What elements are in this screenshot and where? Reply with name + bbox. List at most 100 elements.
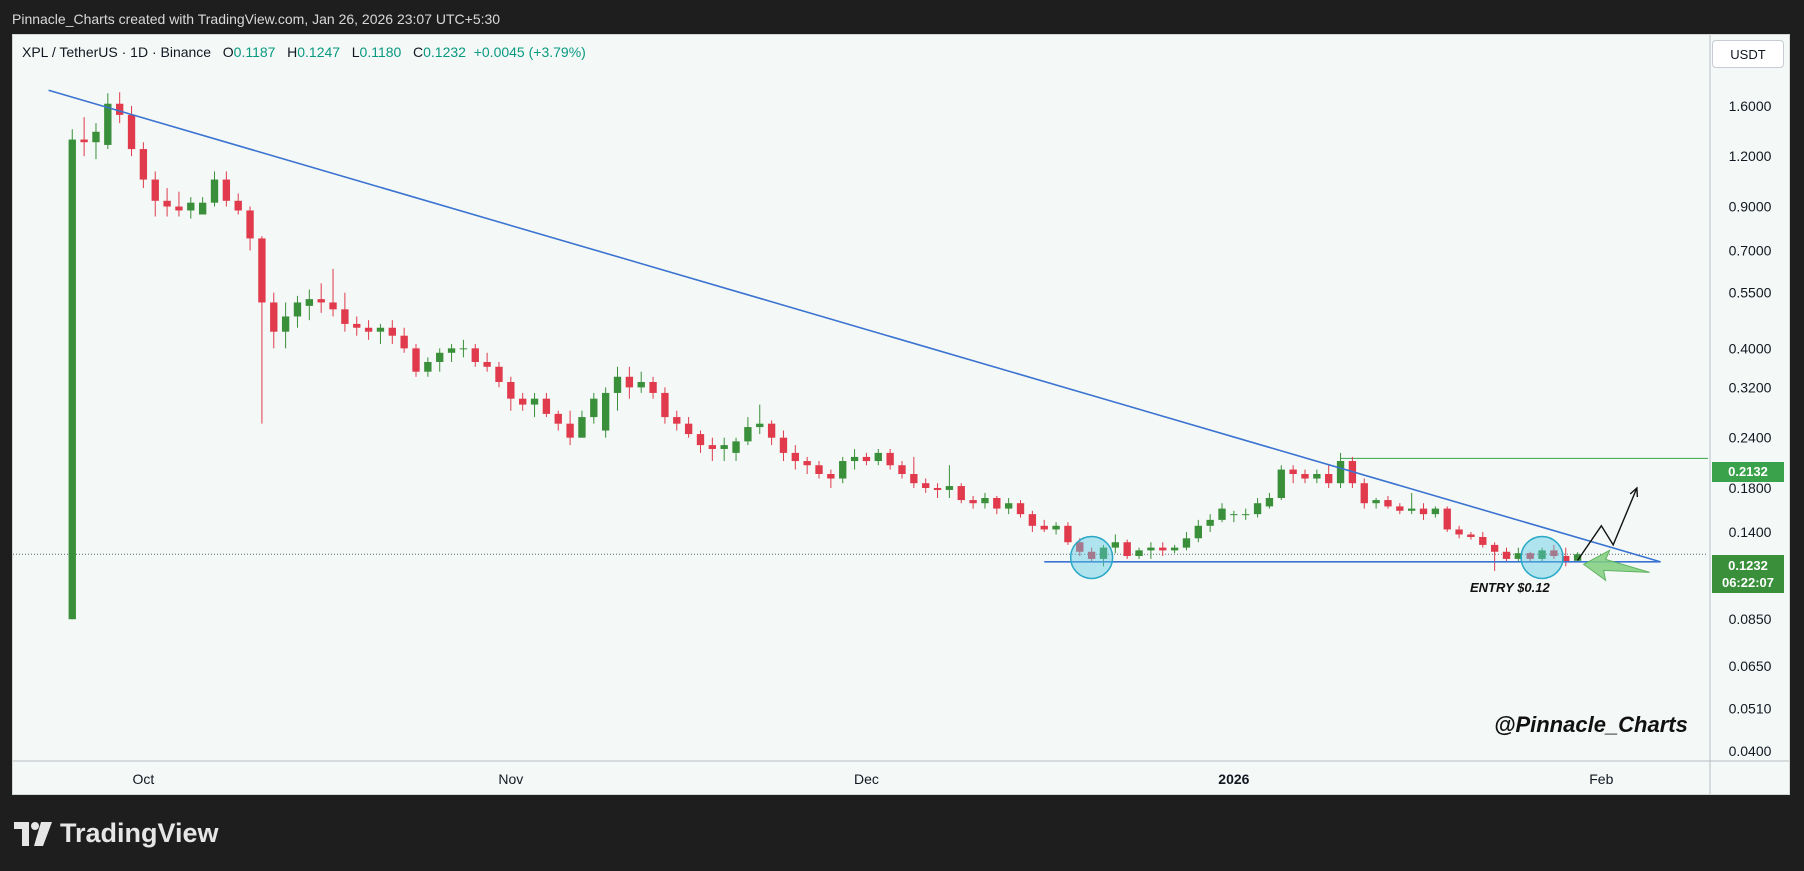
symbol-legend: XPL / TetherUS · 1D · Binance O0.1187 H0… [22,44,586,60]
candle-body [1040,525,1048,530]
candle-body [1538,550,1546,559]
y-tick-label: 0.2400 [1729,430,1772,446]
candle-body [613,376,622,393]
candle-body [519,398,527,405]
candle-body [554,413,562,424]
x-tick-label: Feb [1589,771,1613,787]
candle-body [1336,461,1345,484]
candle-body [1479,537,1487,545]
candle-body [898,465,906,474]
candle-body [1087,551,1096,559]
low-label: L [351,44,360,60]
candle-body [1407,508,1416,511]
high-value: 0.1247 [297,44,341,60]
change-value: +0.0045 (+3.79%) [473,44,586,60]
candle-body [1514,553,1523,559]
candle-body [80,139,88,143]
candle-body [222,179,231,201]
candle-body [803,461,811,466]
candle-body [1490,544,1499,552]
y-tick-label: 0.0400 [1729,743,1772,759]
y-tick-label: 0.0650 [1729,658,1772,674]
highlight-circle [1069,535,1114,580]
candle-body [388,327,396,336]
candle-body [874,452,882,462]
candle-body [400,335,408,349]
y-tick-label: 0.5500 [1729,285,1772,301]
candle-body [1502,551,1511,559]
y-tick-label: 0.0510 [1729,701,1772,717]
highlight-circle [1520,535,1564,580]
candle-body [969,500,977,504]
last-price-tag: 0.1232 06:22:07 [1712,555,1784,593]
candle-body [412,348,420,372]
candle-body [151,179,159,201]
candle-body [258,238,266,303]
candle-body [471,348,479,362]
candle-body [1218,508,1226,520]
resistance-price-tag: 0.2132 [1712,462,1784,482]
candle-body [447,348,456,353]
author-watermark: @Pinnacle_Charts [1494,712,1688,737]
candle-body [459,348,468,350]
candle-body [246,210,254,239]
candle-body [1550,550,1558,557]
candle-body [839,461,847,479]
candle-body [696,434,705,446]
candle-body [68,139,76,620]
bar-countdown: 06:22:07 [1721,575,1775,590]
candle-body [293,302,302,317]
close-label: C [412,44,424,60]
candle-body [1526,553,1534,559]
candle-body [886,452,894,466]
candle-body [210,179,219,203]
candle-body [791,452,799,462]
candle-body [341,309,349,324]
candle-body [1253,503,1262,515]
candle-body [317,299,325,303]
candle-body [1396,506,1404,511]
high-label: H [287,44,298,60]
candle-body [1242,514,1250,516]
currency-button[interactable]: USDT [1712,40,1784,68]
tradingview-logo[interactable]: TradingView [14,818,219,849]
y-tick-label: 0.7000 [1729,242,1772,258]
candle-body [815,465,823,474]
candle-body [637,381,645,388]
candle-body [127,114,136,150]
candle-body [1325,473,1333,484]
candle-body [270,302,278,332]
x-tick-label: Nov [498,771,523,787]
candle-body [163,200,171,207]
candle-body [1573,554,1582,561]
projection-arrowhead [1629,486,1639,498]
chart-attribution: Pinnacle_Charts created with TradingView… [12,11,501,27]
candle-body [234,200,242,211]
candle-body [649,381,657,393]
chart-frame [12,34,1790,795]
candle-body [1064,525,1072,543]
candle-body [92,131,100,143]
candle-body [507,381,515,399]
candle-body [981,497,989,504]
candle-body [862,456,871,462]
candle-body [424,361,432,372]
last-price-value: 0.1232 [1728,558,1768,573]
candle-body [1135,550,1143,557]
candle-body [756,423,764,428]
x-tick-label: 2026 [1218,771,1249,787]
candle-body [364,327,373,332]
entry-arrow [1582,549,1650,582]
candle-body [625,376,634,388]
candle-body [1562,556,1570,562]
candle-body [945,486,954,490]
candle-body [1372,500,1380,504]
candle-body [673,417,681,424]
projection-path [1577,487,1638,561]
candle-body [436,352,444,362]
candle-body [1076,542,1084,552]
candle-body [1182,538,1191,548]
candle-body [175,206,183,211]
candle-body [1289,469,1297,474]
